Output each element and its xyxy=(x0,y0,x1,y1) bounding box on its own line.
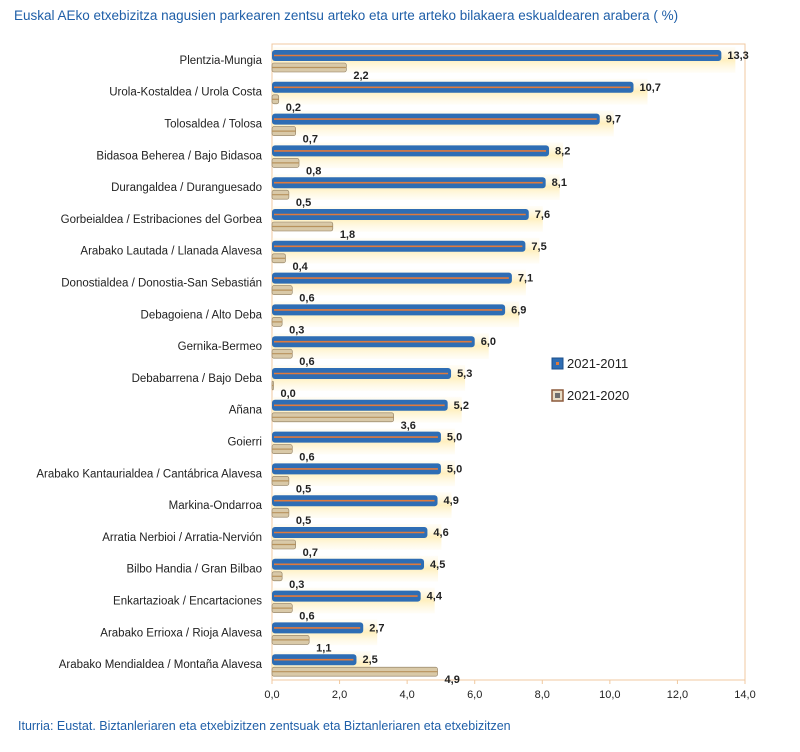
source-note: Iturria: Eustat. Biztanleriaren eta etxe… xyxy=(18,719,511,733)
value-label-2021-2020: 0,6 xyxy=(299,452,314,464)
x-tick-label: 14,0 xyxy=(734,689,755,701)
category-label: Arratia Nerbioi / Arratia-Nervión xyxy=(102,532,262,544)
value-label-2021-2011: 5,2 xyxy=(454,400,469,412)
value-label-2021-2020: 1,8 xyxy=(340,229,355,241)
value-label-2021-2020: 0,8 xyxy=(306,165,321,177)
value-label-2021-2020: 1,1 xyxy=(316,642,331,654)
value-label-2021-2020: 0,0 xyxy=(281,388,296,400)
category-label: Arabako Errioxa / Rioja Alavesa xyxy=(100,627,262,639)
value-label-2021-2011: 13,3 xyxy=(727,50,748,62)
value-label-2021-2020: 2,2 xyxy=(353,70,368,82)
category-label: Donostialdea / Donostia-San Sebastián xyxy=(61,278,262,290)
category-label: Arabako Kantaurialdea / Cantábrica Alave… xyxy=(36,468,262,480)
category-label: Enkartazioak / Encartaciones xyxy=(113,596,262,608)
value-label-2021-2011: 6,0 xyxy=(481,336,496,348)
value-label-2021-2011: 5,0 xyxy=(447,432,462,444)
value-label-2021-2011: 8,1 xyxy=(552,177,567,189)
category-label: Arabako Lautada / Llanada Alavesa xyxy=(80,246,262,258)
legend-swatch-dot xyxy=(555,393,560,398)
value-label-2021-2020: 0,4 xyxy=(293,261,309,273)
value-label-2021-2020: 0,3 xyxy=(289,579,304,591)
category-label: Tolosaldea / Tolosa xyxy=(164,119,262,131)
value-label-2021-2011: 5,0 xyxy=(447,463,462,475)
legend-label: 2021-2020 xyxy=(567,388,629,403)
value-label-2021-2011: 7,1 xyxy=(518,273,533,285)
legend-swatch-dot xyxy=(556,362,559,365)
category-label: Arabako Mendialdea / Montaña Alavesa xyxy=(59,659,263,671)
value-label-2021-2011: 4,6 xyxy=(433,527,448,539)
category-label: Gernika-Bermeo xyxy=(178,341,262,353)
value-label-2021-2020: 0,6 xyxy=(299,293,314,305)
value-label-2021-2020: 0,7 xyxy=(303,547,318,559)
value-label-2021-2020: 0,7 xyxy=(303,134,318,146)
category-label: Plentzia-Mungia xyxy=(180,55,263,67)
value-label-2021-2011: 8,2 xyxy=(555,145,570,157)
x-tick-label: 12,0 xyxy=(667,689,688,701)
category-label: Gorbeialdea / Estribaciones del Gorbea xyxy=(61,214,263,226)
category-label: Debagoiena / Alto Deba xyxy=(141,309,263,321)
value-label-2021-2011: 7,6 xyxy=(535,209,550,221)
category-label: Añana xyxy=(229,405,263,417)
value-label-2021-2011: 6,9 xyxy=(511,304,526,316)
category-label: Bilbo Handia / Gran Bilbao xyxy=(126,564,262,576)
value-label-2021-2020: 3,6 xyxy=(401,420,416,432)
value-label-2021-2020: 4,9 xyxy=(445,674,460,686)
category-label: Bidasoa Beherea / Bajo Bidasoa xyxy=(96,150,262,162)
category-label: Goierri xyxy=(227,437,262,449)
legend-label: 2021-2011 xyxy=(567,356,628,371)
value-label-2021-2011: 4,4 xyxy=(427,591,443,603)
x-tick-label: 4,0 xyxy=(399,689,414,701)
category-label: Urola-Kostaldea / Urola Costa xyxy=(109,87,262,99)
value-label-2021-2011: 4,5 xyxy=(430,559,445,571)
value-label-2021-2020: 0,3 xyxy=(289,324,304,336)
x-tick-label: 0,0 xyxy=(264,689,279,701)
category-label: Durangaldea / Duranguesado xyxy=(111,182,262,194)
x-tick-label: 8,0 xyxy=(535,689,550,701)
x-tick-label: 6,0 xyxy=(467,689,482,701)
x-tick-label: 2,0 xyxy=(332,689,347,701)
value-label-2021-2020: 0,2 xyxy=(286,102,301,114)
value-label-2021-2020: 0,6 xyxy=(299,356,314,368)
value-label-2021-2011: 7,5 xyxy=(531,241,546,253)
value-label-2021-2011: 10,7 xyxy=(640,82,661,94)
category-label: Markina-Ondarroa xyxy=(169,500,263,512)
value-label-2021-2011: 2,7 xyxy=(369,622,384,634)
value-label-2021-2020: 0,6 xyxy=(299,611,314,623)
value-label-2021-2011: 9,7 xyxy=(606,114,621,126)
value-label-2021-2020: 0,5 xyxy=(296,483,311,495)
category-label: Debabarrena / Bajo Deba xyxy=(132,373,263,385)
value-label-2021-2011: 2,5 xyxy=(362,654,377,666)
x-tick-label: 10,0 xyxy=(599,689,620,701)
value-label-2021-2020: 0,5 xyxy=(296,515,311,527)
chart-title: Euskal AEko etxebizitza nagusien parkear… xyxy=(14,8,679,23)
value-label-2021-2011: 4,9 xyxy=(444,495,459,507)
value-label-2021-2011: 5,3 xyxy=(457,368,472,380)
plot-area xyxy=(271,43,746,681)
value-label-2021-2020: 0,5 xyxy=(296,197,311,209)
